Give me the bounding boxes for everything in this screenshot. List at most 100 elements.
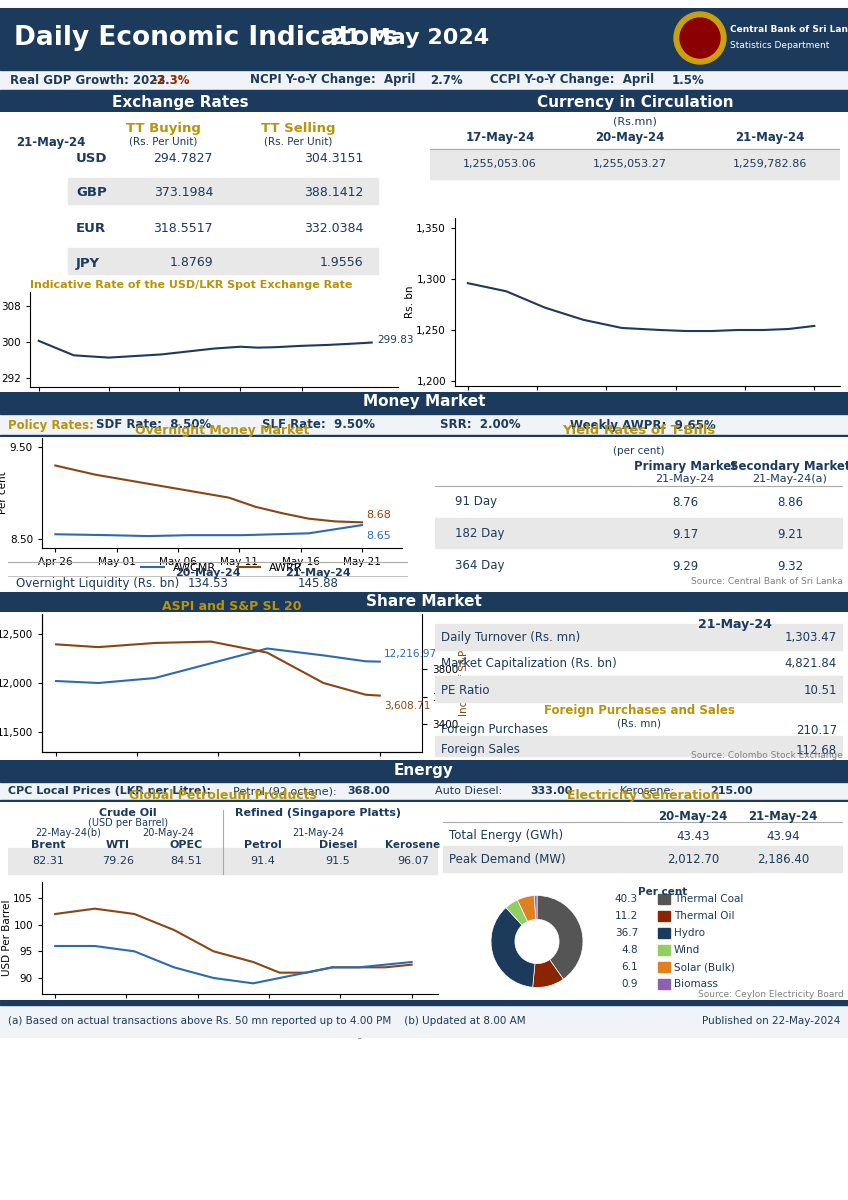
Text: Refined (Singapore Platts): Refined (Singapore Platts) — [235, 808, 401, 818]
Text: Per cent: Per cent — [638, 887, 687, 898]
Bar — [0, 1003, 848, 1004]
Bar — [435, 736, 843, 756]
Text: Thermal Coal: Thermal Coal — [674, 894, 744, 904]
Text: 20-May-24: 20-May-24 — [658, 810, 728, 823]
Text: Currency in Circulation: Currency in Circulation — [537, 95, 734, 109]
Bar — [0, 68, 848, 70]
Text: 8.86: 8.86 — [777, 496, 803, 509]
Petrol — [327, 960, 338, 974]
Text: 1.5%: 1.5% — [672, 73, 705, 86]
Diesel — [169, 960, 179, 974]
Text: Daily Economic Indicators: Daily Economic Indicators — [14, 25, 398, 50]
Text: (a) Based on actual transactions above Rs. 50 mn reported up to 4.00 PM    (b) U: (a) Based on actual transactions above R… — [8, 1016, 526, 1026]
Petrol — [90, 901, 100, 916]
Text: Share Market: Share Market — [366, 594, 482, 610]
Petrol — [406, 958, 416, 972]
Bar — [658, 946, 670, 955]
Text: Peak Demand (MW): Peak Demand (MW) — [449, 853, 566, 866]
Line: Diesel: Diesel — [55, 946, 411, 983]
Text: 2.7%: 2.7% — [430, 73, 463, 86]
Text: SDF Rate:  8.50%: SDF Rate: 8.50% — [96, 419, 211, 432]
Text: 364 Day: 364 Day — [455, 559, 505, 572]
Text: Foreign Purchases: Foreign Purchases — [441, 724, 548, 737]
Y-axis label: Per cent: Per cent — [0, 472, 8, 515]
Text: 318.5517: 318.5517 — [153, 222, 213, 234]
Text: USD: USD — [76, 151, 108, 164]
Text: 20-May-24: 20-May-24 — [142, 828, 194, 838]
Text: Overnight Liquidity (Rs. bn): Overnight Liquidity (Rs. bn) — [16, 576, 179, 589]
Legend: AWCMR, AWRR: AWCMR, AWRR — [137, 559, 307, 577]
Text: Source: Central Bank of Sri Lanka: Source: Central Bank of Sri Lanka — [691, 577, 843, 586]
Petrol — [275, 966, 285, 980]
Text: 182 Day: 182 Day — [455, 528, 505, 540]
Text: 21-May-24: 21-May-24 — [285, 568, 351, 578]
Text: Central Bank of Sri Lanka: Central Bank of Sri Lanka — [730, 25, 848, 35]
Diesel — [209, 971, 219, 985]
Text: 36.7: 36.7 — [615, 928, 638, 938]
Wedge shape — [534, 895, 537, 919]
Text: Thermal Oil: Thermal Oil — [674, 911, 734, 922]
Petrol — [354, 960, 364, 974]
Text: NCPI Y-o-Y Change:  April: NCPI Y-o-Y Change: April — [250, 73, 416, 86]
Text: 11.2: 11.2 — [615, 911, 638, 922]
Text: 332.0384: 332.0384 — [304, 222, 363, 234]
Bar — [0, 436, 848, 437]
Text: 9.17: 9.17 — [672, 528, 698, 540]
Text: 9.32: 9.32 — [777, 559, 803, 572]
Text: Wind: Wind — [674, 946, 700, 955]
Text: Brent: Brent — [31, 840, 65, 850]
Text: 82.31: 82.31 — [32, 856, 64, 866]
Text: 1,303.47: 1,303.47 — [785, 631, 837, 644]
Text: (Rs. Per Unit): (Rs. Per Unit) — [129, 136, 198, 146]
Text: (Rs. mn): (Rs. mn) — [617, 718, 661, 728]
Text: 8.65: 8.65 — [366, 530, 391, 541]
Petrol — [380, 960, 390, 974]
Text: 79.26: 79.26 — [102, 856, 134, 866]
Text: 21-May-24(a): 21-May-24(a) — [752, 474, 828, 484]
Text: 43.94: 43.94 — [767, 829, 800, 842]
Text: 22-May-24(b): 22-May-24(b) — [35, 828, 101, 838]
Circle shape — [674, 12, 726, 64]
Text: 4.8: 4.8 — [622, 946, 638, 955]
Diesel — [301, 966, 311, 980]
Diesel — [275, 971, 285, 985]
Title: Yield Rates of T-Bills: Yield Rates of T-Bills — [562, 424, 716, 437]
Text: 40.3: 40.3 — [615, 894, 638, 904]
Text: Petrol (92 octane):: Petrol (92 octane): — [233, 786, 337, 796]
Text: Weekly AWPR:  9.65%: Weekly AWPR: 9.65% — [570, 419, 716, 432]
Diesel — [327, 960, 338, 974]
Text: Source: Central Bank of Sri Lanka: Source: Central Bank of Sri Lanka — [138, 407, 290, 415]
Text: Real GDP Growth: 2023: Real GDP Growth: 2023 — [10, 73, 165, 86]
Petrol — [129, 907, 139, 922]
Wedge shape — [491, 907, 535, 988]
Text: 6.1: 6.1 — [622, 962, 638, 972]
Bar — [0, 90, 848, 92]
Title: Global Petroleum Products: Global Petroleum Products — [129, 790, 317, 802]
Text: 368.00: 368.00 — [347, 786, 390, 796]
Text: 2,186.40: 2,186.40 — [757, 853, 809, 866]
Text: Secondary Market: Secondary Market — [730, 460, 848, 473]
Text: 145.88: 145.88 — [298, 576, 338, 589]
Bar — [0, 412, 848, 414]
Bar — [68, 178, 378, 204]
Bar — [658, 979, 670, 989]
Text: (per cent): (per cent) — [613, 446, 665, 456]
Text: TT Selling: TT Selling — [260, 122, 335, 134]
Text: 304.3151: 304.3151 — [304, 151, 363, 164]
Text: Biomass: Biomass — [674, 979, 718, 989]
Bar — [435, 518, 843, 548]
Text: CPC Local Prices (LKR per Litre):: CPC Local Prices (LKR per Litre): — [8, 786, 211, 796]
Text: 43.43: 43.43 — [676, 829, 710, 842]
Text: 21-May-24: 21-May-24 — [656, 474, 715, 484]
Text: 1,255,053.27: 1,255,053.27 — [593, 158, 667, 169]
Text: 215.00: 215.00 — [710, 786, 753, 796]
Text: 1,255,053.06: 1,255,053.06 — [463, 158, 537, 169]
Y-axis label: USD Per Barrel: USD Per Barrel — [2, 900, 12, 977]
Text: 10.51: 10.51 — [804, 684, 837, 696]
Wedge shape — [537, 895, 583, 979]
Diesel — [50, 938, 60, 953]
Text: 12,216.97: 12,216.97 — [384, 649, 437, 660]
Text: Statistics Department: Statistics Department — [730, 42, 829, 50]
Text: Hydro: Hydro — [674, 928, 705, 938]
Text: 210.17: 210.17 — [796, 724, 837, 737]
